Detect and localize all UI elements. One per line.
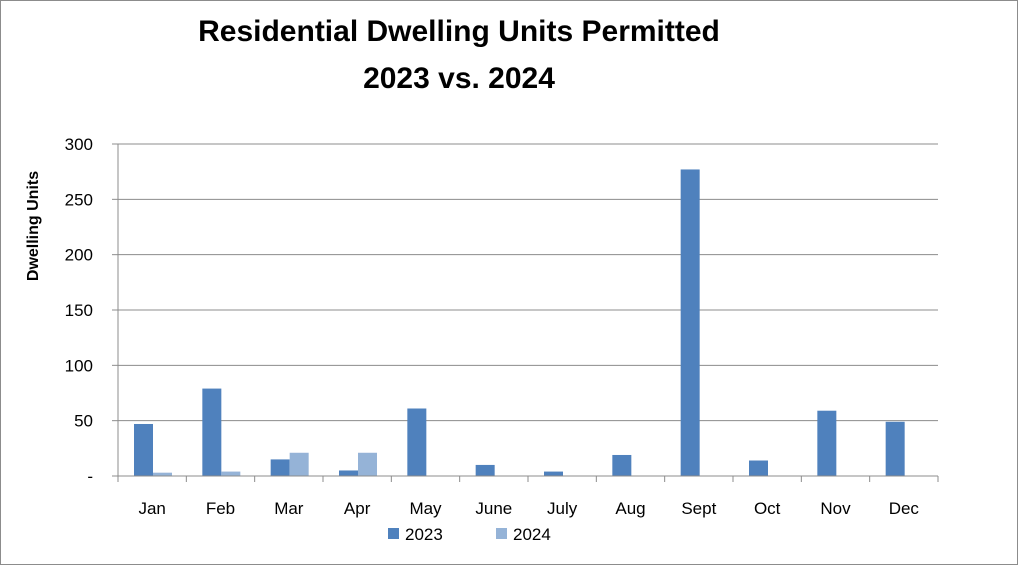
x-tick-label: Sept	[681, 499, 716, 518]
legend: 2023 2024	[388, 525, 551, 544]
legend-swatch-2024	[496, 528, 507, 539]
y-tick-labels: - 50 100 150 200 250 300	[65, 135, 93, 486]
x-tick-label: Feb	[206, 499, 235, 518]
gridlines	[118, 143, 938, 422]
chart-title: Residential Dwelling Units Permitted	[198, 15, 720, 48]
y-tick-label: 100	[65, 356, 93, 375]
x-tick-label: Apr	[344, 499, 371, 518]
bar-2024-Feb	[221, 471, 241, 476]
bar-2023-Jan	[134, 423, 153, 476]
x-tick-label: July	[547, 499, 578, 518]
y-tick-label: 150	[65, 301, 93, 320]
y-tick-label: -	[87, 467, 93, 486]
legend-swatch-2023	[388, 528, 399, 539]
bar-2023-Aug	[612, 454, 632, 476]
bar-2023-July	[544, 471, 563, 476]
x-tick-label: June	[475, 499, 512, 518]
x-tick-label: Nov	[820, 499, 851, 518]
bar-2023-Sept	[680, 169, 700, 476]
bar-2024-Apr	[358, 452, 377, 476]
y-axis-label: Dwelling Units	[25, 171, 42, 281]
legend-label-2024: 2024	[513, 525, 551, 544]
y-tick-label: 300	[65, 135, 93, 154]
x-tick-label: Dec	[889, 499, 920, 518]
y-tick-label: 50	[74, 412, 93, 431]
bar-2023-Oct	[749, 460, 768, 476]
bar-2023-Feb	[202, 388, 222, 476]
bar-2023-Dec	[885, 421, 905, 476]
axes	[112, 143, 939, 482]
bar-2024-Jan	[153, 472, 172, 476]
x-tick-label: May	[409, 499, 442, 518]
x-tick-labels: Jan Feb Mar Apr May June July Aug Sept Oct Nov Dec	[138, 499, 919, 518]
x-tick-label: Aug	[615, 499, 645, 518]
bar-2023-June	[475, 464, 495, 476]
bar-2023-Nov	[817, 410, 837, 476]
x-tick-label: Oct	[754, 499, 781, 518]
legend-label-2023: 2023	[405, 525, 443, 544]
bar-2023-Mar	[270, 459, 290, 476]
y-tick-label: 200	[65, 246, 93, 265]
bar-2023-May	[407, 408, 427, 476]
bar-2024-Mar	[289, 452, 309, 476]
x-tick-label: Jan	[138, 499, 165, 518]
chart-subtitle: 2023 vs. 2024	[363, 62, 555, 95]
y-tick-label: 250	[65, 190, 93, 209]
bars	[134, 169, 905, 476]
x-tick-label: Mar	[274, 499, 304, 518]
bar-2023-Apr	[339, 470, 358, 476]
